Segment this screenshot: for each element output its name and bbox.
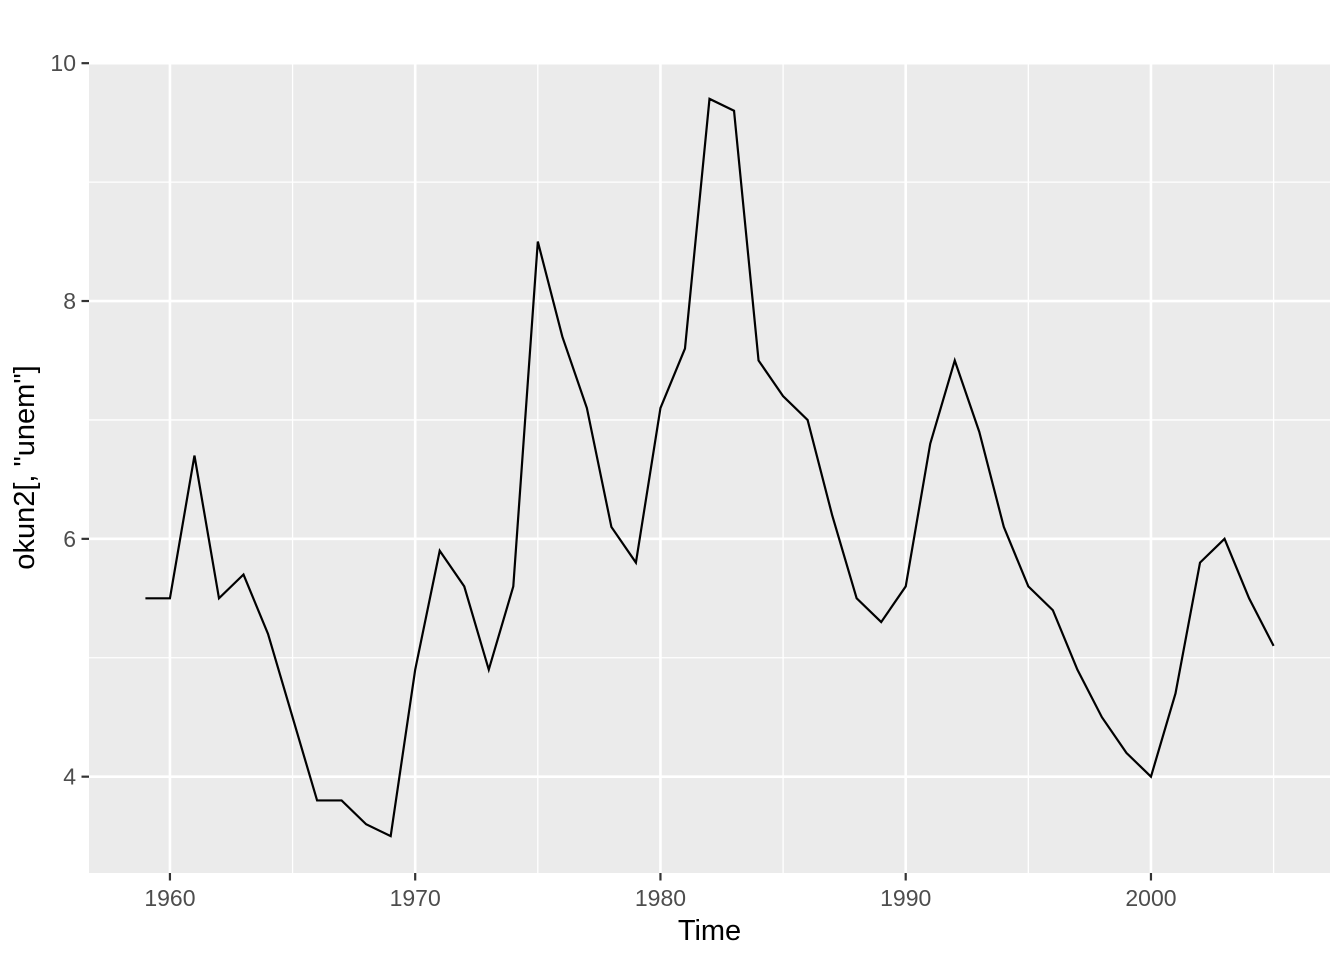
x-axis-tick-label: 1970 bbox=[390, 885, 441, 911]
x-axis-tick-label: 2000 bbox=[1125, 885, 1176, 911]
plot-panel bbox=[89, 62, 1330, 873]
y-axis-tick-label: 4 bbox=[63, 764, 76, 790]
x-axis-tick-label: 1960 bbox=[144, 885, 195, 911]
y-axis-tick-label: 6 bbox=[63, 526, 76, 552]
data-line-unem bbox=[145, 97, 1275, 838]
y-axis-tick-label: 10 bbox=[50, 50, 76, 76]
x-axis-tick-label: 1980 bbox=[635, 885, 686, 911]
y-axis-title: okun2[, "unem"] bbox=[9, 365, 41, 569]
x-axis-tick-label: 1990 bbox=[880, 885, 931, 911]
y-axis-tick-label: 8 bbox=[63, 288, 76, 314]
x-axis-title: Time bbox=[678, 915, 741, 947]
